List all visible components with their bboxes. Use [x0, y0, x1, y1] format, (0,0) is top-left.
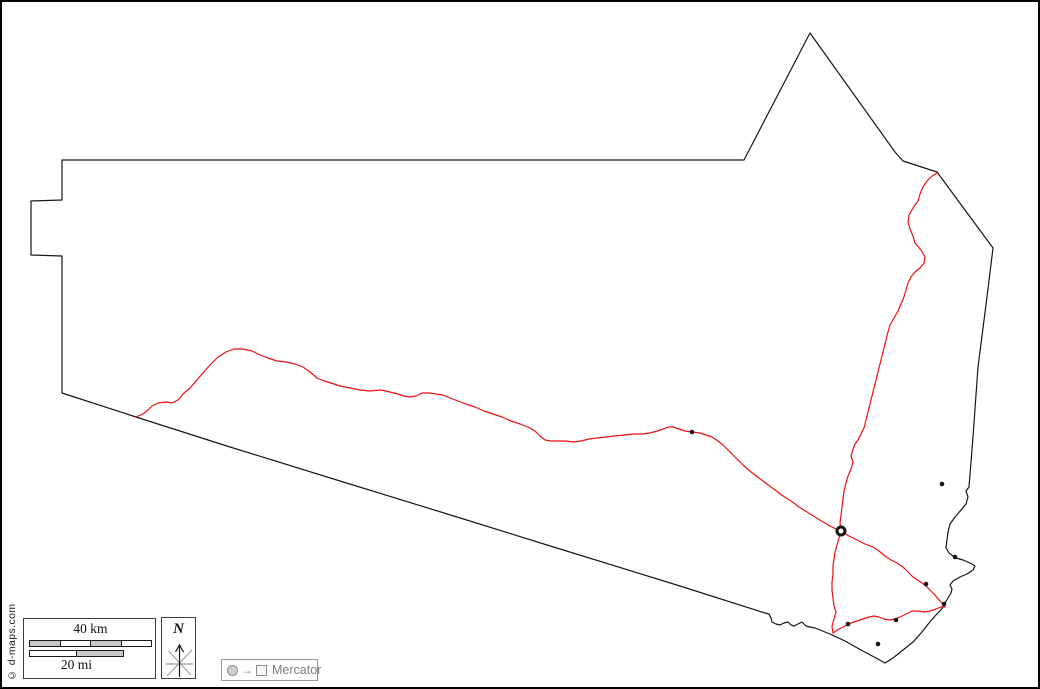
road-southeast: [840, 530, 946, 608]
scale-bar-box: 40 km 20 mi: [23, 618, 156, 679]
road-west-east: [135, 348, 842, 532]
scale-mi-label: 20 mi: [60, 657, 93, 672]
projection-label: Mercator: [272, 663, 322, 677]
scale-mi-bar: [29, 650, 124, 657]
globe-circle-icon: [227, 664, 238, 676]
city-dot: [689, 429, 695, 435]
copyright-credit: © d-maps.com: [6, 603, 18, 681]
scale-km-bar: [29, 640, 152, 647]
projection-box: → Mercator: [221, 659, 322, 681]
scale-segment: [30, 641, 61, 646]
road-south: [831, 530, 842, 634]
road-north: [839, 172, 938, 532]
capital-ring-marker: [835, 525, 847, 537]
north-arrow-icon: [166, 643, 193, 677]
north-label: N: [173, 621, 184, 637]
scale-segment: [77, 651, 123, 656]
scale-segment: [60, 641, 91, 646]
city-dot: [845, 621, 851, 627]
scale-segment: [121, 641, 151, 646]
city-dot: [952, 554, 958, 560]
scale-segment: [91, 641, 122, 646]
city-dot: [875, 641, 881, 647]
city-dot: [893, 617, 899, 623]
city-dot: [941, 601, 947, 607]
compass-box: N: [161, 617, 196, 679]
scale-segment: [30, 651, 77, 656]
scale-km-label: 40 km: [73, 621, 108, 636]
transform-arrow-icon: →: [241, 663, 253, 677]
territory-boundary: [30, 32, 994, 664]
road-coast: [832, 606, 946, 634]
city-dot: [939, 481, 945, 487]
projected-square-icon: [256, 664, 267, 676]
city-dot: [923, 581, 929, 587]
